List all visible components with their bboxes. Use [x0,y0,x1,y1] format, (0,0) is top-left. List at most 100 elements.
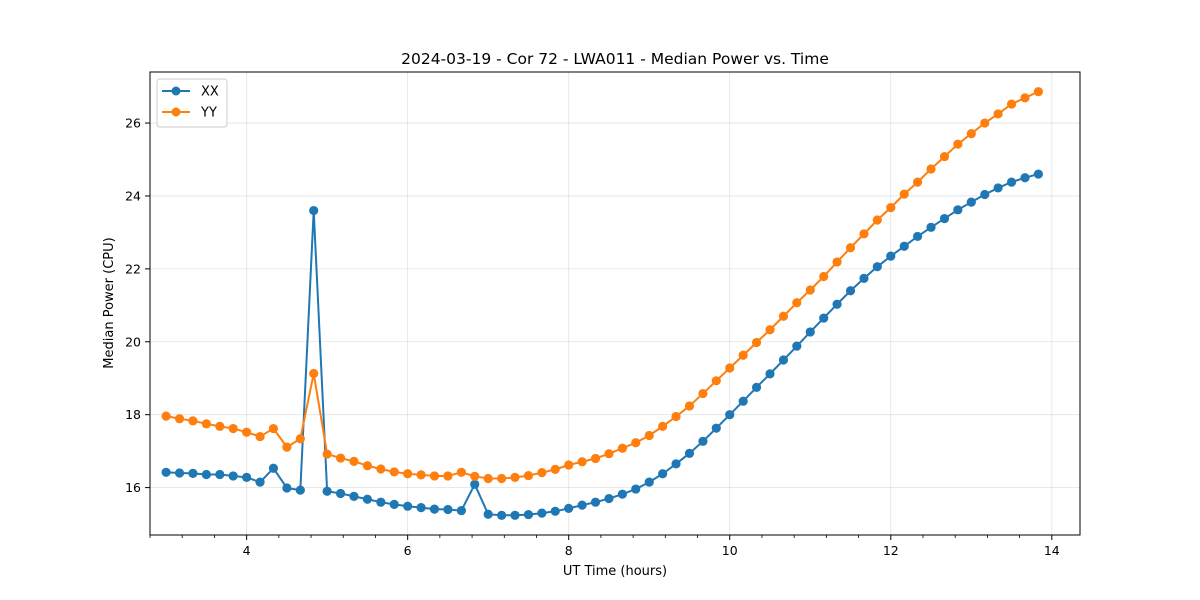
series-yy-point [590,453,601,464]
series-xx-point [738,396,748,406]
series-yy-point [577,457,587,467]
x-tick-label: 4 [243,543,251,558]
series-yy-point [537,468,547,478]
series-yy-point [376,464,386,474]
series-xx-point [966,197,976,207]
series-yy-point [282,442,292,452]
series-xx-point [711,423,721,433]
series-xx-point [161,467,171,477]
series-xx-point [174,468,185,478]
y-tick-label: 18 [125,407,141,422]
series-xx-point [644,477,654,487]
series-yy-point [872,215,882,225]
y-tick-label: 20 [125,334,141,349]
series-yy-point [523,470,534,481]
series-xx-point [255,477,265,487]
x-tick-label: 8 [565,543,573,558]
series-xx-point [671,459,681,469]
series-yy-point [242,427,252,437]
series-xx-point [1006,177,1017,187]
series-yy-point [389,467,399,477]
y-tick-label: 24 [125,188,141,203]
x-axis-label: UT Time (hours) [563,564,667,579]
series-yy-point [309,368,319,379]
series-yy-point [483,473,493,484]
series-xx-point [1020,173,1030,183]
series-yy-point [631,438,641,448]
series-xx-point [335,488,346,499]
series-xx-point [792,341,802,351]
series-xx-point [242,472,252,482]
series-xx-point [362,494,372,504]
series-yy-point [403,469,413,479]
series-yy-point [161,411,171,421]
series-xx-point [201,469,211,480]
y-tick-label: 26 [125,116,141,131]
series-yy-point [805,285,815,295]
series-yy-point [564,460,574,470]
series-xx-point [470,479,480,489]
series-yy-point [658,421,668,431]
x-tick-label: 10 [722,543,738,558]
series-yy-point [456,467,466,477]
series-xx-point [322,486,332,496]
series-layer [161,87,1043,520]
y-tick-label: 16 [125,480,141,495]
series-yy-point [792,298,802,308]
series-xx-point [456,505,466,516]
series-xx-point [550,506,560,516]
series-yy-point [698,388,708,399]
legend-yy-label: YY [200,106,217,121]
series-yy-point [470,471,480,481]
plot-area-frame [149,71,1081,536]
series-xx-point [483,509,493,519]
x-tick-label: 12 [883,543,899,558]
series-xx-point [980,189,990,200]
series-yy-point [939,151,950,162]
series-xx-point [497,510,507,520]
series-xx-point [564,503,574,513]
series-yy-point [255,431,265,442]
series-xx-point [631,484,641,494]
series-xx-point [1033,169,1043,179]
series-yy-point [201,419,211,429]
legend-yy-marker [171,107,181,117]
series-yy-point [966,129,976,139]
series-xx-point [832,299,842,309]
series-xx-point [389,499,399,509]
legend: XX YY [156,78,228,128]
series-xx-point [698,436,708,446]
series-yy-point [228,423,238,434]
y-tick-label: 22 [125,261,141,276]
series-xx-point [939,213,950,224]
y-axis-label: Median Power (CPU) [102,237,117,368]
series-xx-point [510,510,520,520]
series-xx-point [886,251,896,261]
series-yy-point [188,416,198,426]
series-xx-point [872,262,882,272]
series-xx-point [429,504,440,514]
chart-title: 2024-03-19 - Cor 72 - LWA011 - Median Po… [401,50,829,68]
series-yy-point [362,461,372,471]
series-yy-point [550,464,560,474]
series-xx-point [912,231,923,242]
series-xx-point [376,497,386,507]
series-yy-point [845,243,856,253]
series-xx-point [658,469,668,479]
series-xx-point [282,483,292,493]
x-tick-label: 14 [1044,543,1060,558]
series-yy-point [604,449,614,459]
series-xx-point [899,241,909,251]
series-xx-point [577,500,587,510]
series-yy-point [322,449,332,459]
series-yy-point [738,350,748,360]
series-yy-point [711,376,721,386]
series-yy-point [671,411,681,422]
series-yy-point [295,434,305,444]
series-xx-point [309,205,319,216]
series-yy-point [510,472,520,482]
series-yy-point [778,311,789,321]
series-yy-point [751,337,762,348]
series-xx-point [604,493,614,504]
series-xx-point [805,327,815,337]
